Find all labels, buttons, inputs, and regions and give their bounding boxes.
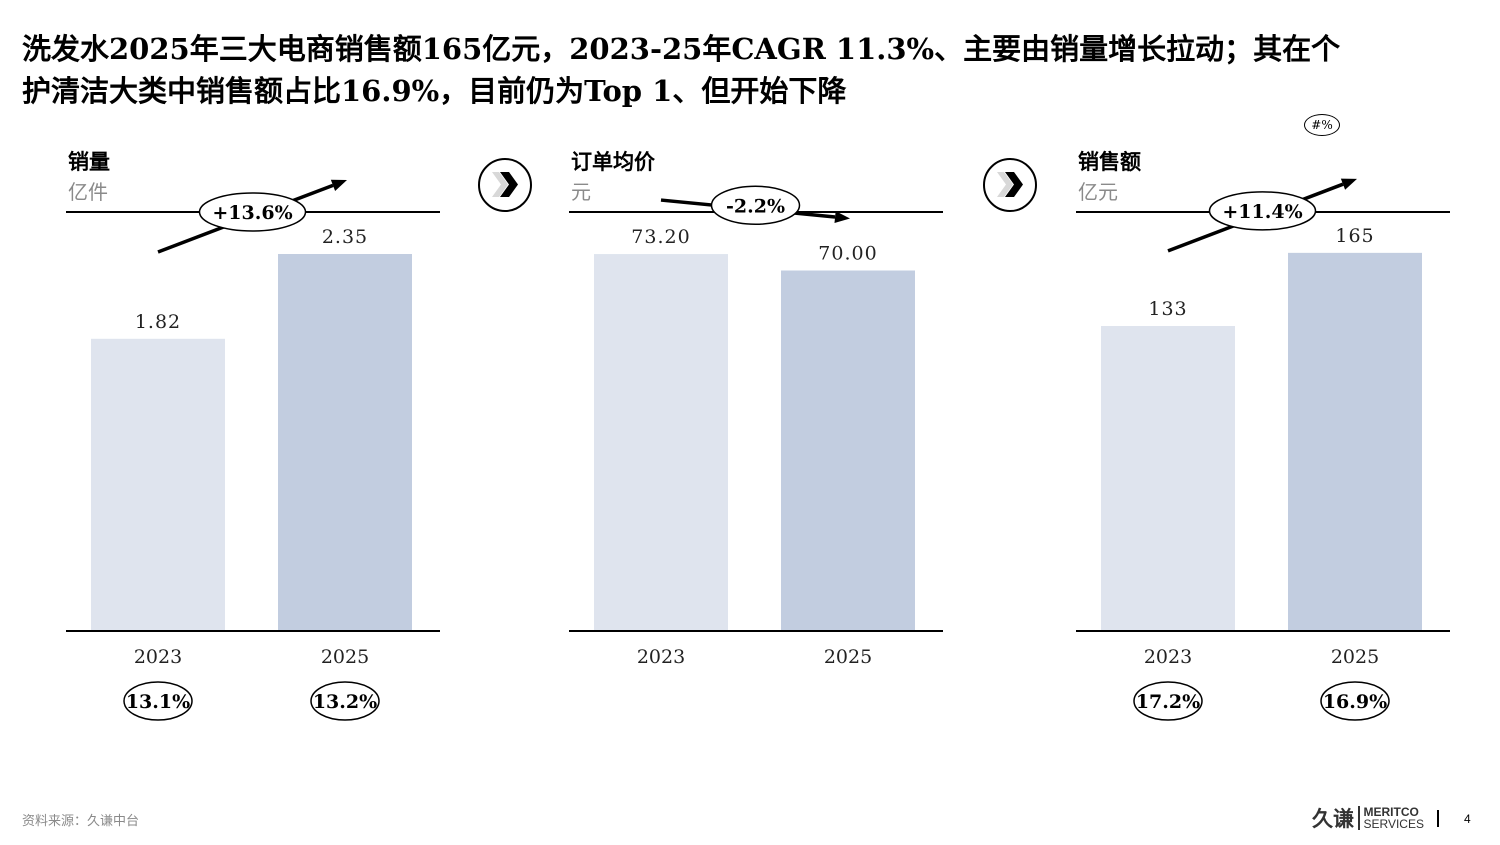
panel-unit: 亿件 bbox=[68, 180, 108, 204]
growth-label-ellipse bbox=[198, 192, 307, 232]
panel-title: 销量 bbox=[68, 149, 110, 174]
page-title: 洗发水2025年三大电商销售额165亿元，2023-25年CAGR 11.3%、… bbox=[22, 28, 1442, 112]
share-label-2025: 13.2% bbox=[313, 691, 377, 713]
growth-label: -2.2% bbox=[726, 195, 785, 217]
data-label-2023: 73.20 bbox=[631, 226, 690, 248]
bar-2023 bbox=[1101, 326, 1235, 630]
share-label-2023: 13.1% bbox=[126, 691, 190, 713]
panel-volume: 销量 亿件 1.82 2023 2.35 2025 +13.6% 13.1% 13.2% bbox=[66, 140, 442, 740]
sales-bar-chart: 133 2023 165 2025 +11.4% 17.2% 16.9% bbox=[1076, 178, 1450, 721]
meritco-logo: 久谦 MERITCO SERVICES bbox=[1312, 804, 1424, 832]
volume-bar-chart: 1.82 2023 2.35 2025 +13.6% 13.1% 13.2% bbox=[66, 179, 440, 721]
growth-label: +13.6% bbox=[212, 202, 292, 224]
page-number: 4 bbox=[1464, 812, 1471, 826]
share-legend-pill: #% bbox=[1304, 114, 1340, 136]
share-ellipse-2023 bbox=[1133, 681, 1203, 721]
panel-avg-order-price: 订单均价 元 73.20 2023 70.00 2025 -2.2% bbox=[569, 140, 945, 740]
panel-title: 订单均价 bbox=[571, 149, 655, 174]
chevron-right-icon bbox=[478, 158, 532, 212]
growth-label: +11.4% bbox=[1222, 201, 1302, 223]
data-label-2023: 1.82 bbox=[135, 311, 181, 333]
x-tick-label-2025: 2025 bbox=[1331, 646, 1379, 668]
logo-cn-text: 久谦 bbox=[1312, 807, 1354, 831]
x-tick-label-2023: 2023 bbox=[134, 646, 182, 668]
growth-label-ellipse bbox=[1208, 191, 1317, 231]
source-note: 资料来源：久谦中台 bbox=[22, 814, 140, 829]
data-label-2025: 165 bbox=[1335, 225, 1374, 247]
page-title-line-2: 护清洁大类中销售额占比16.9%，目前仍为Top 1、但开始下降 bbox=[22, 74, 847, 108]
data-label-2025: 70.00 bbox=[818, 242, 877, 264]
bar-2025 bbox=[781, 270, 915, 630]
logo-en-line-1: MERITCO bbox=[1363, 805, 1419, 819]
bar-2023 bbox=[594, 254, 728, 630]
avg-price-bar-chart: 73.20 2023 70.00 2025 -2.2% bbox=[569, 185, 943, 668]
panel-sales: 销售额 亿元 133 2023 165 2025 +11.4% 17.2% 16.9% bbox=[1076, 140, 1452, 740]
data-label-2023: 133 bbox=[1148, 298, 1187, 320]
growth-label-ellipse bbox=[710, 185, 801, 226]
chevron-right-icon bbox=[983, 158, 1037, 212]
growth-arrow-head bbox=[834, 211, 850, 224]
bar-2025 bbox=[278, 254, 412, 630]
growth-arrow-head bbox=[1340, 178, 1357, 190]
x-tick-label-2023: 2023 bbox=[637, 646, 685, 668]
share-ellipse-2025 bbox=[1320, 681, 1390, 721]
data-label-2025: 2.35 bbox=[322, 226, 368, 248]
share-ellipse-2023 bbox=[123, 681, 193, 721]
logo-en-text: MERITCO SERVICES bbox=[1364, 806, 1424, 830]
logo-divider bbox=[1358, 806, 1360, 830]
share-ellipse-2025 bbox=[310, 681, 380, 721]
page-number-divider bbox=[1437, 810, 1439, 827]
growth-arrow-head bbox=[330, 179, 347, 191]
logo-en-line-2: SERVICES bbox=[1363, 817, 1424, 831]
share-label-2025: 16.9% bbox=[1323, 691, 1387, 713]
bar-2025 bbox=[1288, 252, 1422, 630]
panel-unit: 亿元 bbox=[1078, 180, 1118, 204]
x-tick-label-2025: 2025 bbox=[321, 646, 369, 668]
x-tick-label-2023: 2023 bbox=[1144, 646, 1192, 668]
share-label-2023: 17.2% bbox=[1136, 691, 1200, 713]
panel-unit: 元 bbox=[571, 180, 591, 204]
panel-title: 销售额 bbox=[1078, 149, 1141, 174]
x-tick-label-2025: 2025 bbox=[824, 646, 872, 668]
page-title-line-1: 洗发水2025年三大电商销售额165亿元，2023-25年CAGR 11.3%、… bbox=[22, 32, 1341, 66]
bar-2023 bbox=[91, 338, 225, 630]
